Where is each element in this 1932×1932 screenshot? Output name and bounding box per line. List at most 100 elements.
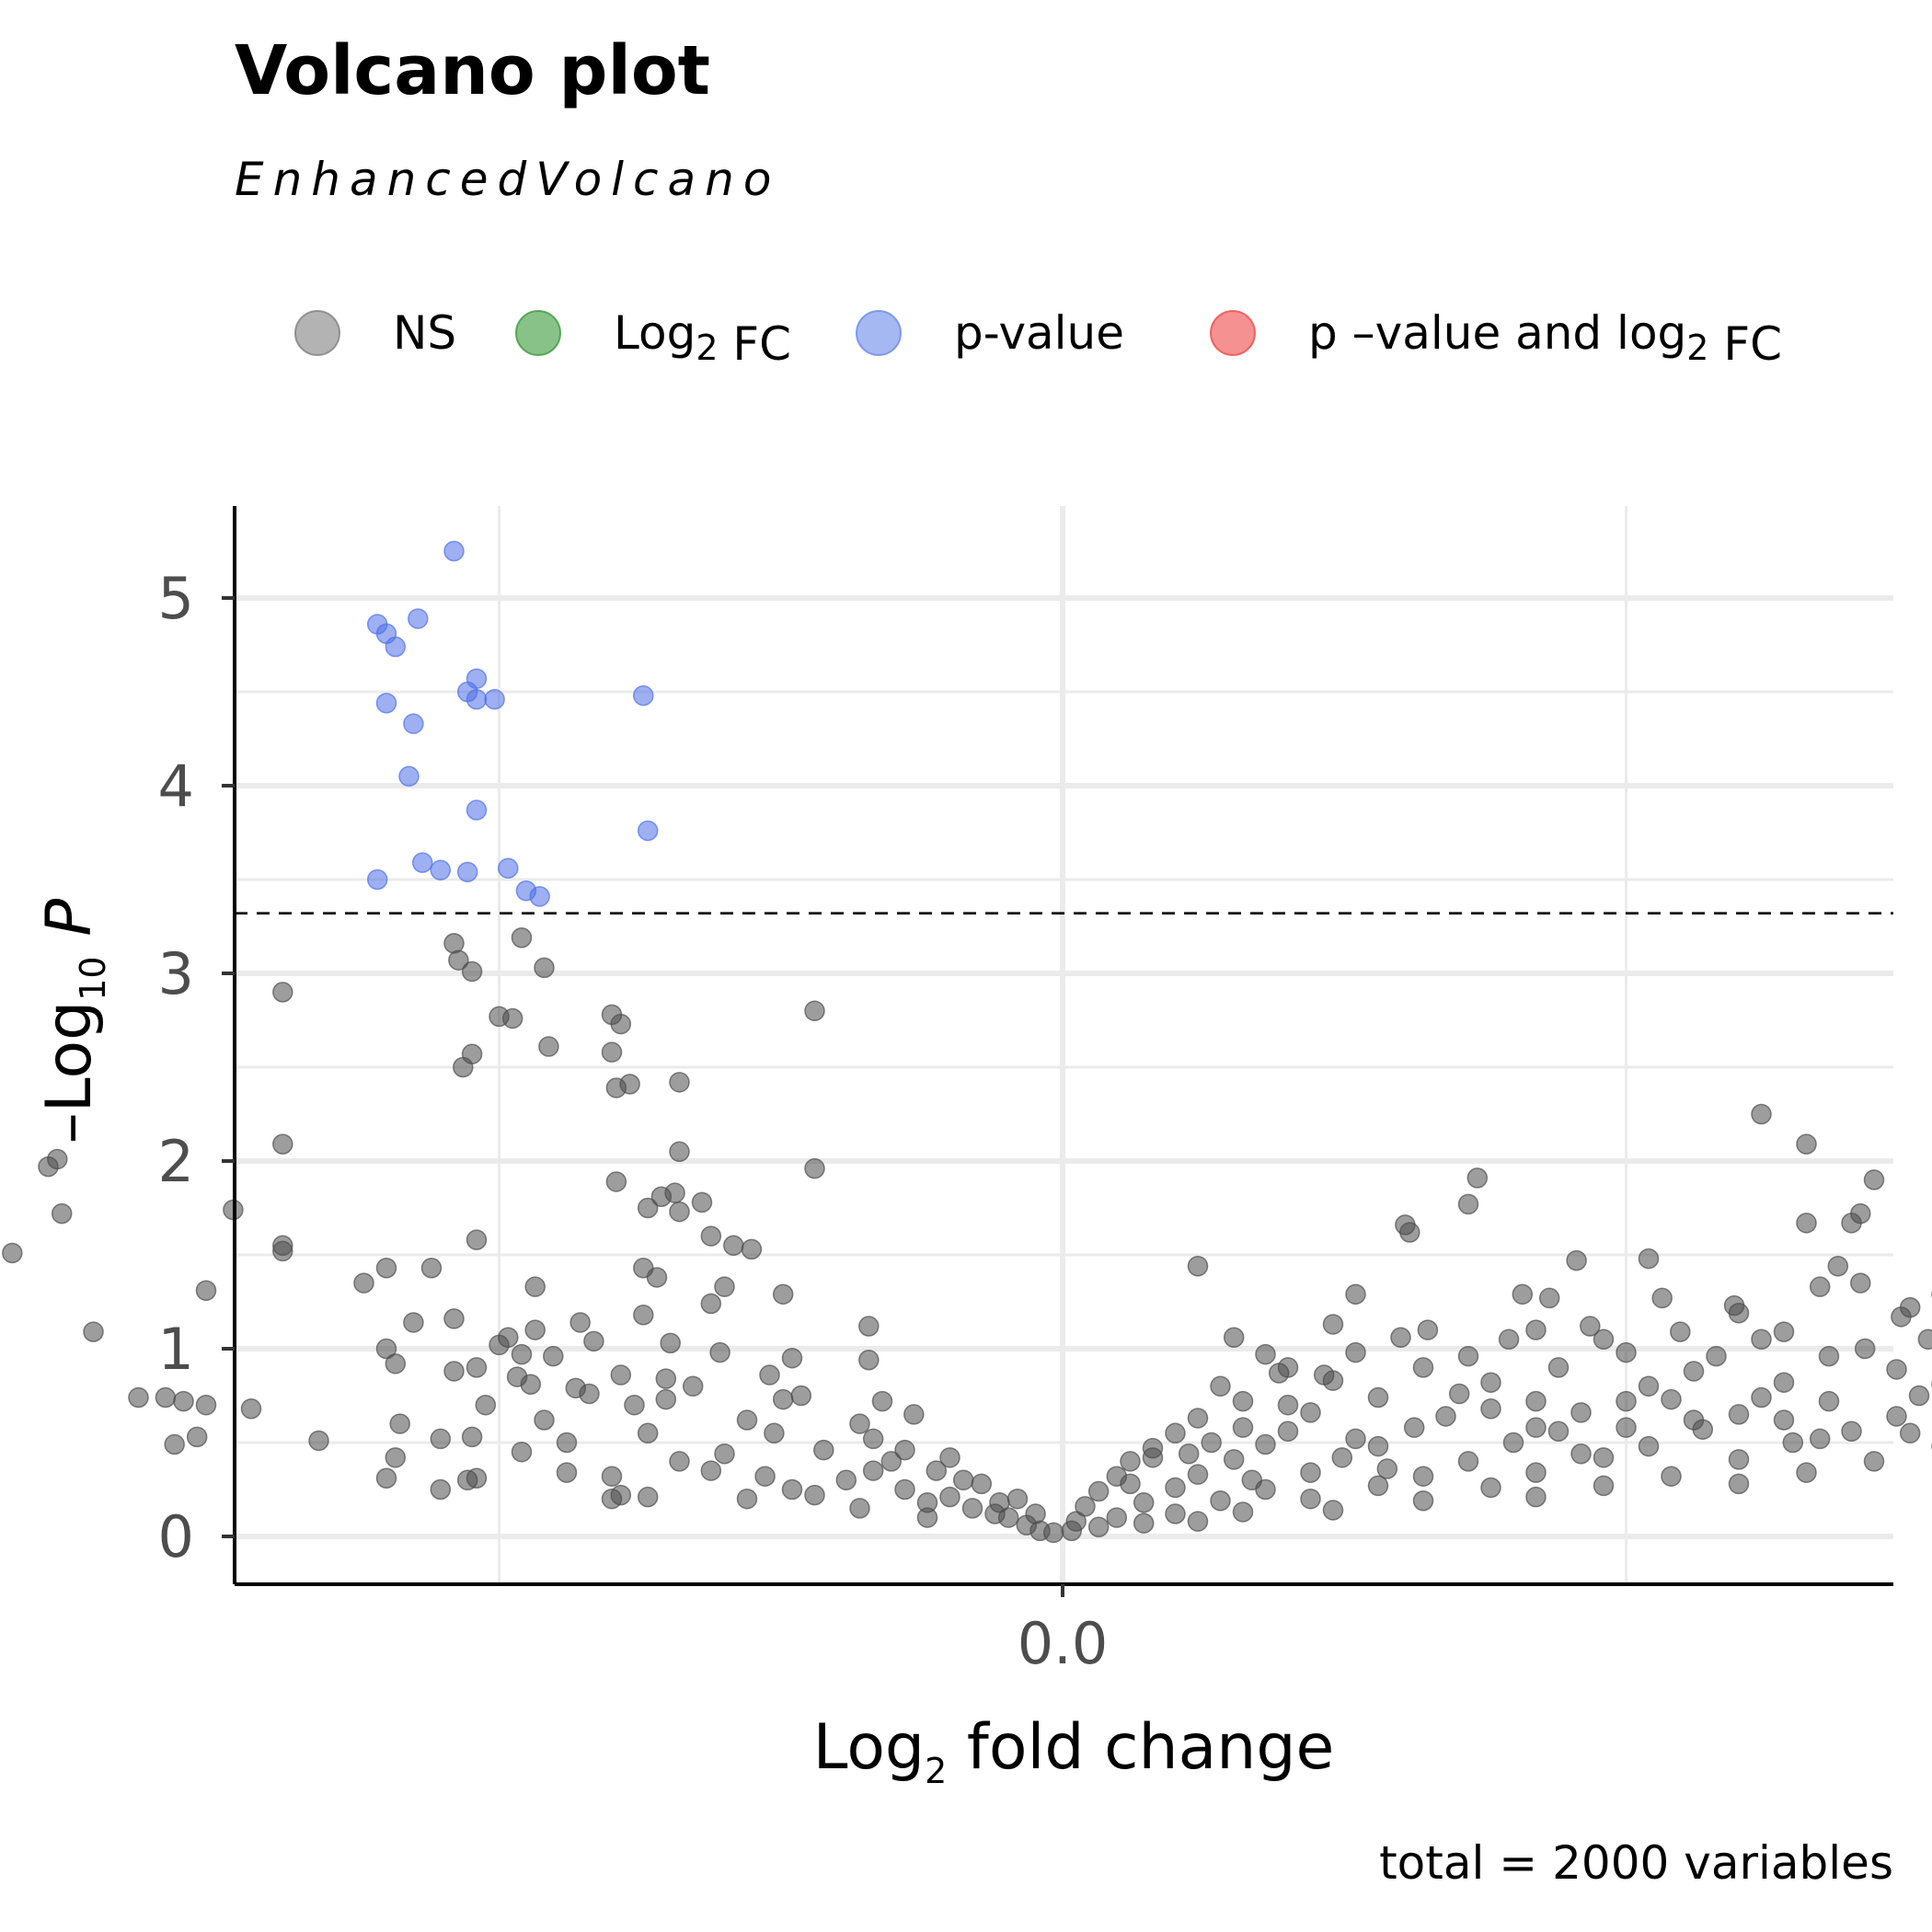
data-point bbox=[1547, 1420, 1570, 1443]
data-point bbox=[1025, 1503, 1046, 1524]
data-point bbox=[601, 1041, 623, 1063]
data-point bbox=[1178, 1443, 1200, 1465]
data-point bbox=[1809, 1276, 1831, 1297]
data-point bbox=[1417, 1319, 1439, 1340]
data-point bbox=[1322, 1500, 1344, 1521]
data-point bbox=[1412, 1466, 1434, 1487]
data-point bbox=[700, 1225, 722, 1247]
data-point bbox=[669, 1072, 690, 1093]
y-axis-title-prefix: –Log bbox=[33, 1001, 106, 1144]
data-point bbox=[1345, 1341, 1366, 1363]
legend: NS Log2 FC p-value p –value and log2 FC bbox=[294, 306, 1782, 371]
data-point bbox=[1818, 1345, 1840, 1367]
data-point bbox=[524, 1276, 546, 1297]
data-point bbox=[858, 1316, 880, 1337]
legend-label-text: Log bbox=[614, 306, 696, 360]
data-point bbox=[38, 1156, 59, 1178]
data-point bbox=[650, 1186, 673, 1208]
data-point bbox=[781, 1347, 803, 1369]
data-point bbox=[1706, 1345, 1727, 1367]
data-point bbox=[637, 1197, 659, 1219]
data-point bbox=[1796, 1133, 1817, 1155]
data-point bbox=[894, 1439, 915, 1461]
data-point bbox=[1480, 1398, 1501, 1420]
data-point bbox=[1638, 1435, 1660, 1457]
data-point bbox=[1818, 1390, 1840, 1412]
data-point bbox=[375, 1467, 397, 1489]
data-point bbox=[1850, 1272, 1871, 1294]
data-point bbox=[1232, 1501, 1254, 1523]
data-point bbox=[961, 1498, 983, 1519]
data-point bbox=[466, 1357, 488, 1378]
data-point bbox=[1773, 1409, 1795, 1431]
data-point bbox=[430, 859, 452, 881]
data-point bbox=[443, 540, 465, 562]
data-point bbox=[1106, 1507, 1128, 1528]
data-point bbox=[1241, 1469, 1263, 1491]
data-point bbox=[610, 1484, 632, 1506]
data-point bbox=[1042, 1522, 1064, 1544]
data-point bbox=[1120, 1473, 1141, 1495]
y-tick-label: 3 bbox=[158, 940, 194, 1007]
data-point bbox=[1593, 1447, 1615, 1468]
data-point bbox=[461, 1426, 483, 1448]
data-point bbox=[1638, 1248, 1660, 1270]
data-point bbox=[2, 1242, 23, 1264]
y-tick-label: 1 bbox=[158, 1316, 194, 1383]
legend-label-text: p-value bbox=[954, 306, 1124, 360]
data-point bbox=[1899, 1422, 1921, 1444]
x-axis-title-rest: fold change bbox=[947, 1711, 1334, 1784]
data-point bbox=[1773, 1372, 1795, 1393]
data-point bbox=[155, 1386, 177, 1409]
data-point bbox=[1075, 1496, 1096, 1517]
data-point bbox=[971, 1473, 993, 1495]
data-point bbox=[466, 799, 488, 821]
data-point bbox=[1728, 1473, 1750, 1495]
data-point bbox=[583, 1330, 604, 1352]
data-point bbox=[633, 684, 654, 707]
legend-swatch bbox=[1210, 310, 1256, 356]
data-point bbox=[511, 1343, 533, 1365]
data-point bbox=[1466, 1167, 1489, 1189]
data-point bbox=[1087, 1480, 1110, 1502]
chart-title: Volcano plot bbox=[235, 31, 710, 110]
data-point bbox=[475, 1394, 497, 1416]
data-point bbox=[498, 857, 519, 880]
data-point bbox=[1187, 1408, 1209, 1429]
data-point bbox=[1232, 1390, 1254, 1412]
data-point bbox=[1322, 1314, 1344, 1335]
x-tick-label: 0.0 bbox=[1018, 1610, 1109, 1677]
data-point bbox=[1255, 1433, 1276, 1455]
data-point bbox=[1255, 1343, 1276, 1365]
data-point bbox=[353, 1272, 374, 1294]
data-point bbox=[1300, 1488, 1321, 1510]
data-point bbox=[624, 1394, 645, 1416]
legend-label: p-value bbox=[954, 306, 1124, 360]
data-point bbox=[709, 1341, 730, 1363]
data-point bbox=[484, 688, 505, 710]
data-point bbox=[1616, 1417, 1637, 1438]
data-point bbox=[443, 933, 465, 954]
data-point bbox=[1187, 1511, 1209, 1532]
data-point bbox=[1187, 1255, 1209, 1277]
data-point bbox=[51, 1202, 73, 1225]
data-point bbox=[453, 1056, 474, 1078]
data-point bbox=[524, 1319, 546, 1340]
data-point bbox=[529, 886, 550, 907]
data-point bbox=[1638, 1375, 1660, 1397]
data-point bbox=[398, 765, 420, 788]
data-point bbox=[790, 1385, 812, 1407]
data-point bbox=[1886, 1359, 1907, 1380]
data-point bbox=[682, 1375, 704, 1397]
data-point bbox=[1480, 1477, 1501, 1499]
data-point bbox=[772, 1283, 794, 1305]
data-point bbox=[272, 982, 293, 1003]
data-point bbox=[1345, 1283, 1366, 1305]
data-point bbox=[579, 1383, 600, 1405]
data-point bbox=[1165, 1503, 1186, 1524]
data-point bbox=[989, 1492, 1010, 1513]
data-point bbox=[1863, 1169, 1885, 1190]
data-point bbox=[1683, 1409, 1705, 1431]
